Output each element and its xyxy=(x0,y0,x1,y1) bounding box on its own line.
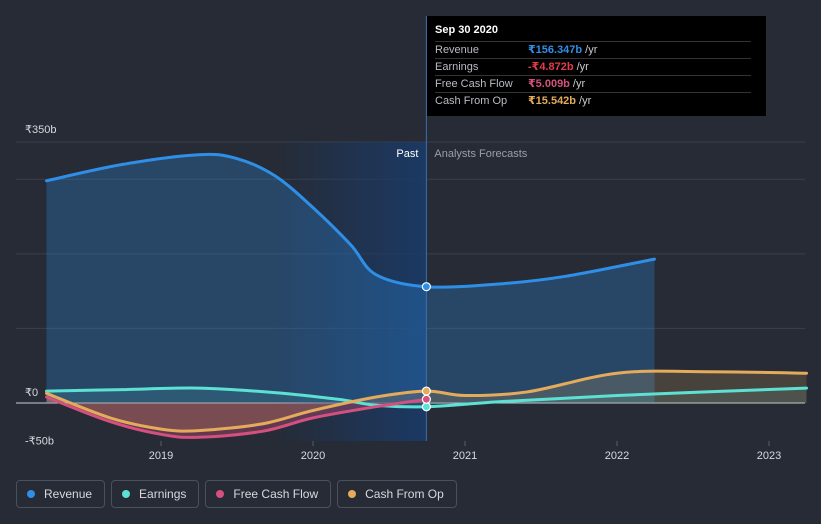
earnings-area xyxy=(46,387,807,407)
tooltip-unit: /yr xyxy=(572,78,586,90)
tooltip-date: Sep 30 2020 xyxy=(435,24,498,36)
tooltip-value: ₹156.347b xyxy=(528,44,583,56)
x-tick-label: 2020 xyxy=(301,450,325,462)
chart-legend: Revenue Earnings Free Cash Flow Cash From O… xyxy=(16,480,457,508)
legend-label: Revenue xyxy=(44,487,93,501)
revenue-line xyxy=(45,152,656,289)
tooltip-row: Free Cash Flow ₹5.009b/yr xyxy=(435,75,751,92)
past-label: Past xyxy=(396,148,418,160)
tooltip-value: ₹15.542b xyxy=(528,95,577,107)
free-cash-flow-line xyxy=(45,395,428,439)
x-tick-label: 2019 xyxy=(149,450,173,462)
tooltip-label: Earnings xyxy=(435,61,479,73)
hover-markers xyxy=(421,282,431,412)
tooltip-unit: /yr xyxy=(579,95,592,107)
y-tick-label: ₹350b xyxy=(25,124,56,136)
free-cash-flow-marker xyxy=(421,394,431,404)
legend-item-free-cash-flow[interactable]: Free Cash Flow xyxy=(205,480,332,508)
data-tooltip: Sep 30 2020 Revenue ₹156.347b/yr Earnings -… xyxy=(427,16,766,116)
y-tick-label: -₹50b xyxy=(25,435,54,447)
legend-dot-icon xyxy=(348,490,357,498)
tooltip-value: -₹4.872b xyxy=(528,61,574,73)
tooltip-label: Free Cash Flow xyxy=(435,78,513,90)
x-tick-label: 2021 xyxy=(453,450,477,462)
x-tick-label: 2023 xyxy=(757,450,781,462)
tooltip-row: Cash From Op ₹15.542b/yr xyxy=(435,92,751,109)
legend-label: Earnings xyxy=(139,487,187,501)
cash-from-op-marker xyxy=(421,386,431,396)
tooltip-row: Earnings -₹4.872b/yr xyxy=(435,58,751,75)
tooltip-unit: /yr xyxy=(585,44,598,56)
legend-dot-icon xyxy=(27,490,35,498)
cash-from-op-line xyxy=(45,369,808,433)
legend-label: Free Cash Flow xyxy=(233,487,319,501)
earnings-marker xyxy=(421,402,431,412)
revenue-area xyxy=(46,154,655,403)
earnings-line xyxy=(45,386,808,409)
legend-item-revenue[interactable]: Revenue xyxy=(16,480,106,508)
tooltip-rows: Revenue ₹156.347b/yr Earnings -₹4.872b/yr Fr… xyxy=(435,41,758,109)
tooltip-row: Revenue ₹156.347b/yr xyxy=(435,41,751,58)
legend-dot-icon xyxy=(216,490,225,498)
x-axis-ticks: 2019 2020 2021 2022 2023 xyxy=(149,441,781,462)
past-region-highlight xyxy=(275,142,427,441)
tooltip-label: Cash From Op xyxy=(435,95,508,107)
y-axis-ticks: ₹350b ₹0 -₹50b xyxy=(25,124,56,447)
forecast-label: Analysts Forecasts xyxy=(434,148,527,160)
tooltip-label: Revenue xyxy=(435,44,480,56)
y-tick-label: ₹0 xyxy=(25,387,38,399)
legend-dot-icon xyxy=(122,490,131,498)
revenue-marker xyxy=(421,282,431,292)
legend-label: Cash From Op xyxy=(365,487,444,501)
tooltip-value: ₹5.009b xyxy=(528,78,570,90)
x-tick-label: 2022 xyxy=(605,450,629,462)
tooltip-unit: /yr xyxy=(576,61,589,73)
legend-item-earnings[interactable]: Earnings xyxy=(111,480,200,508)
series-lines xyxy=(45,152,808,439)
legend-item-cash-from-op[interactable]: Cash From Op xyxy=(337,480,457,508)
